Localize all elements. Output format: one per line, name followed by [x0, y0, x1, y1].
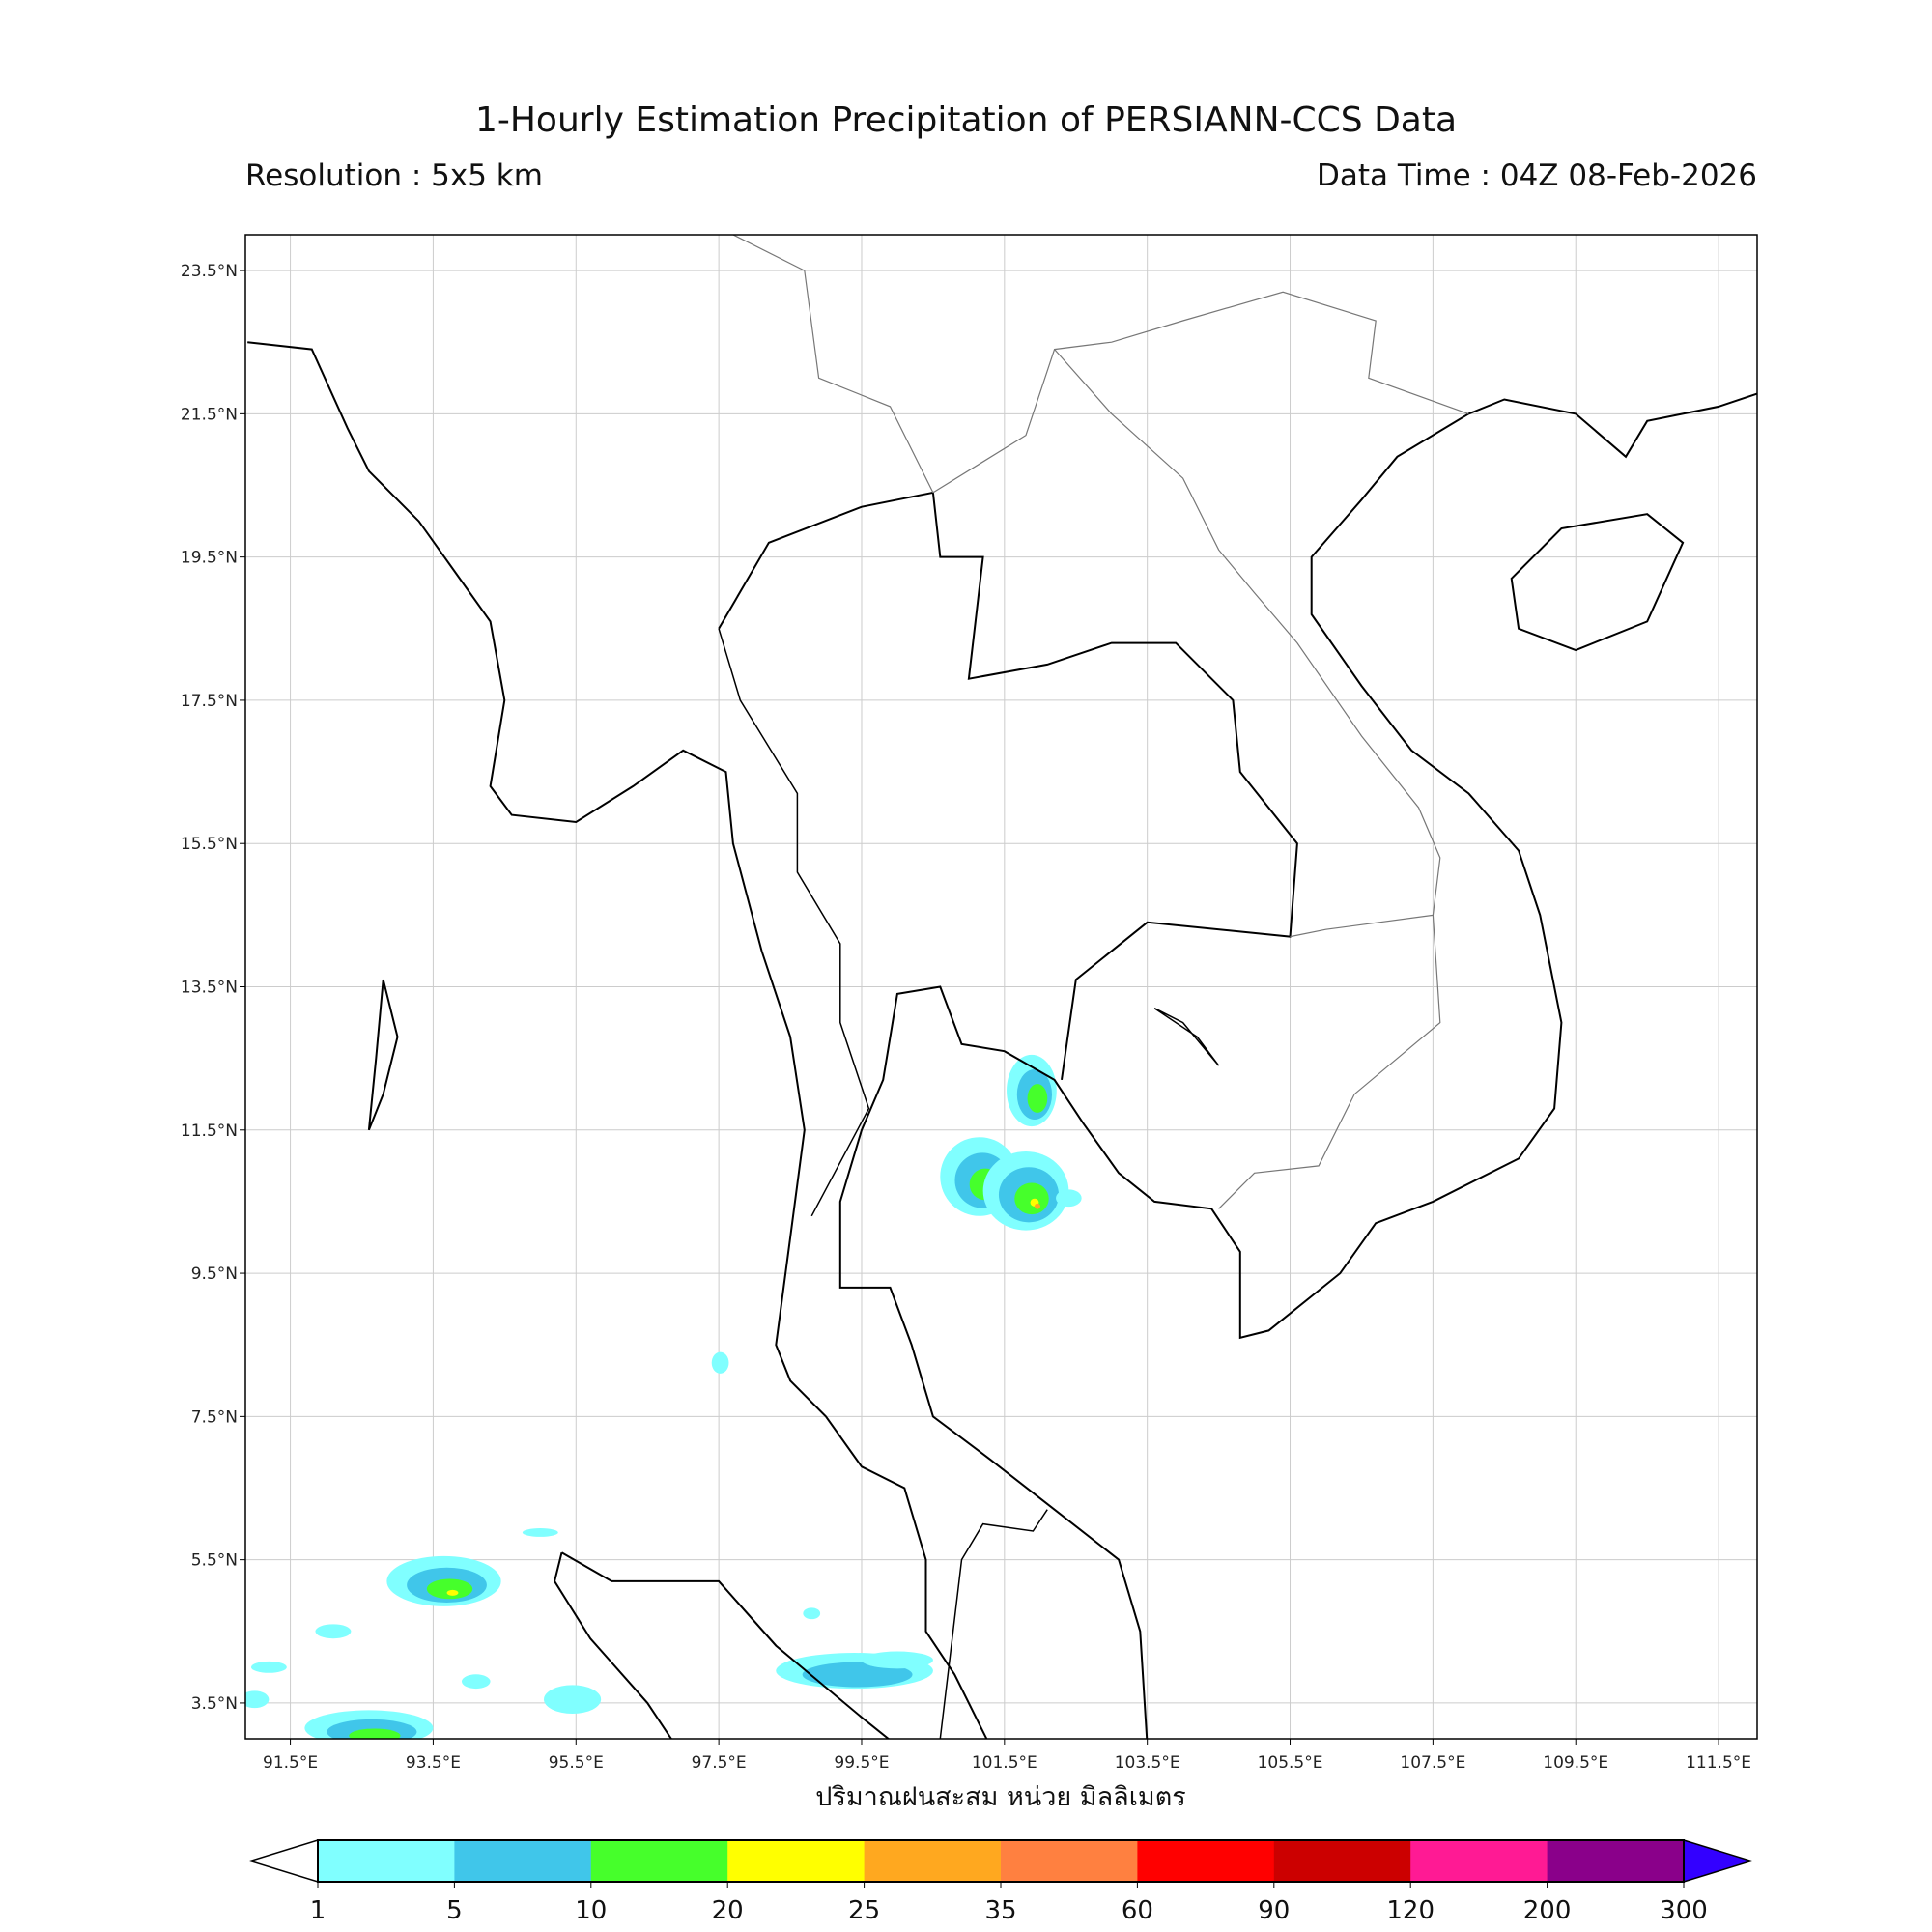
colorbar-segment [590, 1840, 728, 1882]
colorbar-tick-label: 200 [1523, 1896, 1572, 1925]
vietnam-border [1054, 349, 1441, 1209]
colorbar-over-arrow [1683, 1838, 1754, 1884]
rain-cell [803, 1607, 821, 1620]
colorbar-segment [318, 1840, 455, 1882]
colorbar-tick-label: 90 [1258, 1896, 1290, 1925]
colorbar-segment [454, 1840, 592, 1882]
lat-tick-label: 5.5°N [191, 1551, 238, 1571]
lat-tick-label: 17.5°N [181, 692, 238, 711]
lon-tick-label: 95.5°E [549, 1753, 604, 1773]
malaysia-border [939, 1509, 1048, 1739]
lon-tick-label: 93.5°E [406, 1753, 461, 1773]
rain-cell [250, 1661, 287, 1673]
laos-cambodia-border [1290, 914, 1434, 938]
colorbar-under-arrow [247, 1838, 319, 1884]
colorbar: 1 5 10 20 25 35 60 90 120 200 300 [247, 1838, 1754, 1925]
coastline-east [838, 392, 1757, 1739]
colorbar-segment [1547, 1840, 1685, 1882]
lat-tick-label: 3.5°N [191, 1694, 238, 1714]
hainan-island [1510, 513, 1685, 652]
colorbar-segment [1410, 1840, 1548, 1882]
rain-cell [349, 1728, 401, 1739]
colorbar-tick-label: 35 [984, 1896, 1016, 1925]
colorbar-tick-label: 60 [1122, 1896, 1153, 1925]
lat-tick-label: 11.5°N [181, 1122, 238, 1141]
colorbar-tick-label: 25 [848, 1896, 880, 1925]
lon-tick-label: 111.5°E [1686, 1753, 1751, 1773]
lat-tick-label: 13.5°N [181, 979, 238, 998]
coastlines-borders [247, 235, 1757, 1739]
tonle-sap-lake [1153, 1008, 1220, 1066]
lat-tick-label: 7.5°N [191, 1407, 238, 1427]
colorbar-label: ปริมาณฝนสะสม หน่วย มิลลิเมตร [815, 1782, 1186, 1812]
lat-tick-label: 9.5°N [191, 1264, 238, 1284]
rain-cell [461, 1674, 491, 1690]
axis-ticks: 91.5°E 93.5°E 95.5°E 97.5°E 99.5°E 101.5°E 103… [181, 262, 1751, 1773]
rain-cell [1035, 1203, 1041, 1209]
coastline-sumatra-north [561, 1551, 891, 1739]
lat-tick-label: 15.5°N [181, 835, 238, 854]
rain-cell [1014, 1182, 1049, 1215]
lon-tick-label: 97.5°E [692, 1753, 747, 1773]
colorbar-tick-label: 5 [446, 1896, 463, 1925]
colorbar-segment [1001, 1840, 1138, 1882]
china-border [932, 291, 1469, 494]
rain-cell [1056, 1189, 1082, 1208]
lat-tick-label: 23.5°N [181, 262, 238, 281]
coastline-sumatra-west [554, 1551, 673, 1739]
resolution-label: Resolution : 5x5 km [245, 158, 543, 193]
colorbar-segment [1137, 1840, 1275, 1882]
rain-cell [544, 1685, 602, 1715]
lat-tick-label: 21.5°N [181, 405, 238, 424]
rain-layer [245, 1054, 1082, 1739]
rain-cell [426, 1578, 473, 1600]
rain-cell [802, 1662, 913, 1688]
andaman-islands [367, 979, 399, 1131]
chart-title: 1-Hourly Estimation Precipitation of PER… [474, 100, 1458, 140]
colorbar-segment [727, 1840, 866, 1882]
gridlines [245, 235, 1757, 1739]
colorbar-tick-label: 120 [1386, 1896, 1435, 1925]
colorbar-tick-label: 1 [310, 1896, 327, 1925]
rain-cell [245, 1690, 270, 1709]
rain-cell [711, 1351, 729, 1374]
rain-cell [315, 1624, 352, 1639]
myanmar-china-border [732, 235, 934, 494]
colorbar-segment [864, 1840, 1002, 1882]
colorbar-tick-label: 20 [712, 1896, 744, 1925]
lon-tick-label: 99.5°E [834, 1753, 889, 1773]
lon-tick-label: 103.5°E [1115, 1753, 1180, 1773]
rain-cell [1027, 1084, 1048, 1113]
thailand-myanmar-border [718, 628, 870, 1217]
coastline-west [247, 341, 988, 1739]
thailand-border [718, 491, 1298, 1081]
lon-tick-label: 105.5°E [1258, 1753, 1323, 1773]
colorbar-tick-label: 300 [1660, 1896, 1708, 1925]
data-time-label: Data Time : 04Z 08-Feb-2026 [1316, 158, 1757, 193]
rain-cell [522, 1528, 558, 1537]
lon-tick-label: 101.5°E [972, 1753, 1037, 1773]
lon-tick-label: 91.5°E [263, 1753, 318, 1773]
colorbar-segment [1273, 1840, 1411, 1882]
lon-tick-label: 109.5°E [1543, 1753, 1608, 1773]
colorbar-tick-label: 10 [575, 1896, 607, 1925]
rain-cell [861, 1651, 933, 1669]
lat-tick-label: 19.5°N [181, 549, 238, 568]
lon-tick-label: 107.5°E [1400, 1753, 1465, 1773]
rain-cell [446, 1589, 459, 1596]
